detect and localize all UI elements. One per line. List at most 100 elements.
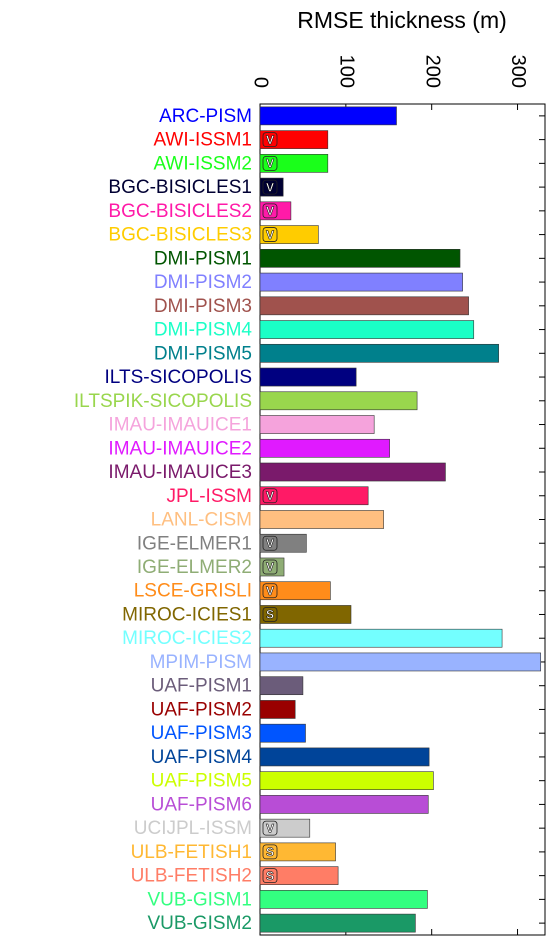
bar [259,510,384,529]
category-label: IMAU-IMAUICE1 [108,415,252,436]
bar [259,913,416,933]
bar [259,747,430,767]
bar [259,106,397,126]
bar-label-box [262,844,278,860]
category-label: UAF-PISM2 [151,699,252,720]
category-label: UAF-PISM4 [151,747,253,768]
bar [259,557,285,577]
bar-label-box [262,868,278,884]
bar-label: V [266,821,274,835]
category-label: MIROC-ICIES1 [122,604,252,625]
bar [259,201,292,221]
bar-label: V [266,228,274,242]
bar [259,343,499,363]
bar-label: V [266,584,274,598]
category-label: AWI-ISSM2 [153,153,252,174]
bar [259,225,319,244]
category-label: ULB-FETISH2 [131,866,252,887]
category-label: ILTSPIK-SICOPOLIS [74,391,252,412]
bar-label-box [262,203,278,219]
category-label: DMI-PISM1 [154,248,252,269]
bar-label-box [262,535,278,551]
bar [259,866,339,885]
bar [259,700,296,719]
category-label: DMI-PISM2 [154,272,252,293]
category-label: ILTS-SICOPOLIS [105,367,252,388]
bar-label: V [266,489,274,503]
bar [259,890,428,909]
bar [259,367,357,387]
category-label: AWI-ISSM1 [153,130,252,151]
bar-label: V [266,133,274,147]
bar [259,795,429,814]
category-label: DMI-PISM4 [154,320,253,341]
bar-label-box [262,820,278,836]
category-label: DMI-PISM3 [154,296,252,317]
bar [259,533,307,553]
category-label: UAF-PISM1 [151,676,252,697]
bar-label-box [262,227,278,242]
x-tick-label: 200 [421,55,443,88]
bar [259,296,469,316]
bar [259,320,475,339]
category-label: UAF-PISM5 [151,771,252,792]
bar [259,628,503,648]
bar-label: V [266,536,274,550]
category-label: ARC-PISM [159,106,252,127]
bar-label-box [262,155,278,171]
category-label: BGC-BISICLES3 [108,225,252,246]
bar [259,581,331,601]
category-label: LSCE-GRISLI [134,581,252,602]
bar [259,723,306,743]
bar [259,391,418,411]
bar [259,438,390,458]
category-label: BGC-BISICLES1 [108,177,252,198]
category-label: VUB-GISM2 [147,913,252,934]
x-tick-label: 0 [250,77,272,88]
category-label: DMI-PISM5 [154,343,252,364]
bar-label-box [262,583,278,599]
bar [259,676,304,696]
bar-label: V [266,157,274,171]
category-label: IGE-ELMER1 [137,533,252,554]
bar-label: S [266,869,274,883]
category-label: JPL-ISSM [166,486,252,507]
bar-label-box [262,559,278,575]
bar [259,486,369,506]
x-tick-label: 300 [507,55,529,88]
bar [259,272,463,292]
bar [259,771,434,790]
category-label: ULB-FETISH1 [131,842,252,863]
bar-label: S [266,608,274,622]
category-label: UAF-PISM3 [151,723,252,744]
bar-label: S [266,845,274,859]
category-label: UCIJPL-ISSM [134,818,252,839]
bar-label: V [266,180,274,194]
category-label: IGE-ELMER2 [137,557,252,578]
bar-label: V [266,204,274,218]
category-label: UAF-PISM6 [151,794,252,815]
category-label: MPIM-PISM [150,652,252,673]
bar [259,177,284,197]
bar-label: V [266,560,274,574]
x-tick-label: 100 [336,55,358,88]
bar-label-box [262,132,278,148]
bar [259,249,461,268]
bar [259,462,446,482]
category-label: VUB-GISM1 [147,889,252,910]
category-label: LANL-CISM [151,510,252,531]
bar-label-box [262,607,278,622]
bar [259,818,311,838]
category-label: MIROC-ICIES2 [122,628,252,649]
category-label: IMAU-IMAUICE2 [108,438,252,459]
x-axis-title: RMSE thickness (m) [297,7,507,33]
bar-label-box [262,179,278,195]
category-label: IMAU-IMAUICE3 [108,462,252,483]
category-label: BGC-BISICLES2 [108,201,252,222]
bar-label-box [262,488,278,504]
bar [259,842,336,862]
bar [259,652,542,672]
bar [259,415,375,434]
bar [259,605,352,624]
